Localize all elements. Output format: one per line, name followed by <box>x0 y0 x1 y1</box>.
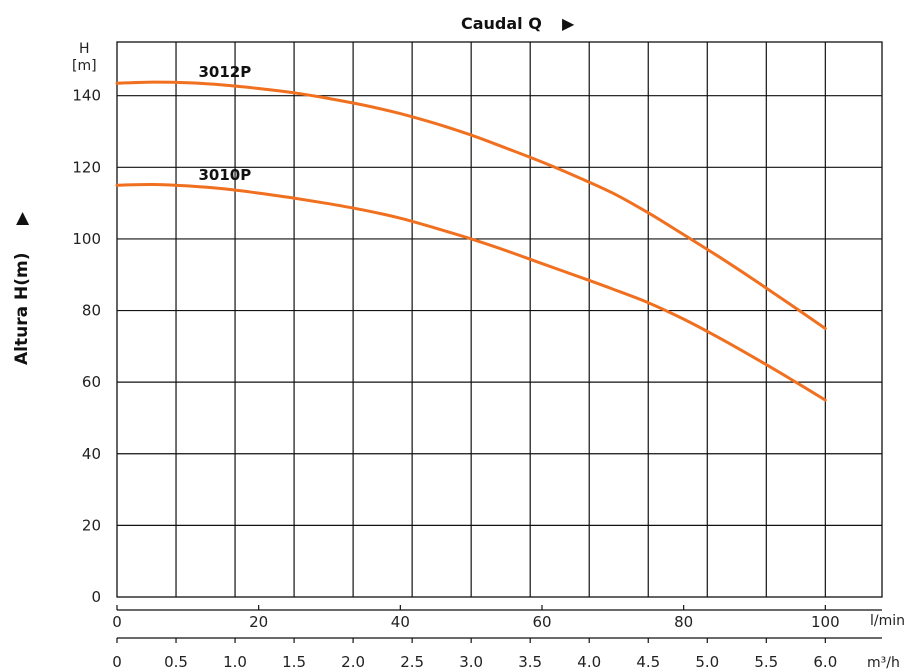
y-axis-title: Altura H(m) <box>12 253 32 365</box>
x-unit-primary-label: l/min <box>870 613 905 629</box>
x-tick-label-primary: 60 <box>532 613 551 631</box>
y-tick-label: 60 <box>82 373 101 391</box>
series-group: 3012P 3010P <box>115 63 827 402</box>
y-tick-label: 120 <box>72 158 101 176</box>
chart-title: Caudal Q <box>461 14 542 33</box>
y-axis-title-group: Altura H(m) ▶ <box>12 211 32 365</box>
x-unit-secondary-label: m³/h <box>867 655 900 671</box>
series-line-3010P <box>115 182 827 402</box>
y-unit-label-bottom: [m] <box>72 58 97 74</box>
plot-frame <box>116 41 883 598</box>
chart-title-arrow-icon: ▶ <box>562 14 575 33</box>
x-tick-label-secondary: 0.5 <box>164 653 188 671</box>
x-tick-label-secondary: 3.0 <box>459 653 483 671</box>
x-tick-label-secondary: 4.0 <box>577 653 601 671</box>
y-tick-label: 80 <box>82 302 101 320</box>
x-tick-label-secondary: 0 <box>112 653 122 671</box>
x-tick-label-secondary: 4.5 <box>636 653 660 671</box>
x-tick-label-primary: 40 <box>391 613 410 631</box>
y-tick-label: 100 <box>72 230 101 248</box>
x-tick-label-primary: 0 <box>112 613 122 631</box>
x-tick-label-primary: 100 <box>811 613 840 631</box>
x-tick-label-secondary: 2.0 <box>341 653 365 671</box>
series-label-3012P: 3012P <box>198 63 251 81</box>
x-tick-label-primary: 80 <box>674 613 693 631</box>
y-axis-title-arrow-icon: ▶ <box>12 211 32 225</box>
y-unit-label-top: H <box>79 41 90 57</box>
x-tick-label-secondary: 3.5 <box>518 653 542 671</box>
x-tick-label-primary: 20 <box>249 613 268 631</box>
x-tick-label-secondary: 2.5 <box>400 653 424 671</box>
y-tick-label: 40 <box>82 445 101 463</box>
y-tick-label: 0 <box>91 588 101 606</box>
series-line-3012P <box>115 80 827 330</box>
series-label-3010P: 3010P <box>198 166 251 184</box>
y-tick-label: 20 <box>82 516 101 534</box>
grid <box>116 41 883 598</box>
y-tick-label: 140 <box>72 87 101 105</box>
x-tick-label-secondary: 1.5 <box>282 653 306 671</box>
x-tick-label-secondary: 5.5 <box>754 653 778 671</box>
x-tick-label-secondary: 1.0 <box>223 653 247 671</box>
axes: 0 20 40 60 80 100 120 140 0 20 40 60 80 100 0 0.5 1.0 1.5… <box>72 87 882 671</box>
x-tick-label-secondary: 5.0 <box>695 653 719 671</box>
x-tick-label-secondary: 6.0 <box>813 653 837 671</box>
